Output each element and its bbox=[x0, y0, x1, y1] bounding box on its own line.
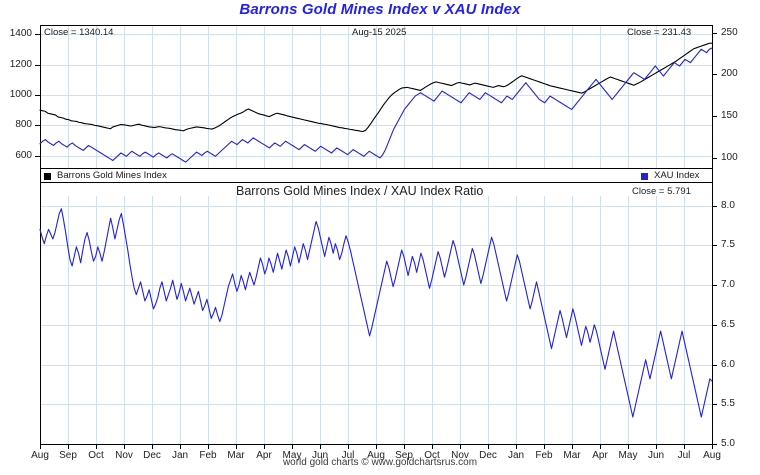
x-axis-tick: Aug bbox=[703, 450, 721, 461]
x-axis-tick: Aug bbox=[31, 450, 49, 461]
top-right-axis-tick: 250 bbox=[721, 26, 738, 38]
left-axis-tick: 1400 bbox=[9, 27, 32, 39]
series-line-barrons bbox=[39, 42, 713, 133]
panel-frames bbox=[39, 24, 714, 446]
left-axis-tick: 1200 bbox=[9, 58, 32, 70]
x-axis-tick: Sep bbox=[395, 450, 413, 461]
x-axis-tick: Oct bbox=[88, 450, 104, 461]
top-right-axis-tick: 200 bbox=[721, 67, 738, 79]
top-panel-gridlines bbox=[40, 25, 713, 168]
top-date-label: Aug-15 2025 bbox=[352, 27, 407, 38]
x-axis-tick: Apr bbox=[256, 450, 272, 461]
legend-swatch-xau bbox=[641, 173, 648, 180]
left-axis-tick: 1000 bbox=[9, 88, 32, 100]
left-axis-tick: 600 bbox=[15, 149, 32, 161]
bottom-right-axis-tick: 6.0 bbox=[721, 358, 735, 370]
bottom-right-axis-tick: 7.5 bbox=[721, 238, 735, 250]
data-series bbox=[39, 42, 713, 418]
x-axis-tick: Jul bbox=[677, 450, 691, 461]
bottom-close-label: Close = 5.791 bbox=[632, 186, 691, 197]
bottom-right-axis-tick: 7.0 bbox=[721, 278, 735, 290]
bottom-right-axis-tick: 8.0 bbox=[721, 199, 735, 211]
x-axis-tick: Mar bbox=[563, 450, 581, 461]
axis-ticks bbox=[35, 33, 717, 449]
x-axis-tick: Dec bbox=[479, 450, 497, 461]
x-axis-tick: May bbox=[282, 450, 302, 461]
page-title: Barrons Gold Mines Index v XAU Index bbox=[239, 1, 521, 18]
x-axis-tick: Jan bbox=[171, 450, 189, 461]
x-axis-tick: Oct bbox=[424, 450, 440, 461]
top-right-axis-tick: 150 bbox=[721, 109, 738, 121]
x-axis-tick: Nov bbox=[115, 450, 133, 461]
x-axis-tick: Feb bbox=[199, 450, 217, 461]
series-line-xau bbox=[39, 47, 713, 163]
legend-label-xau: XAU Index bbox=[654, 170, 700, 181]
x-axis-tick: Mar bbox=[227, 450, 245, 461]
bottom-right-axis-tick: 6.5 bbox=[721, 318, 735, 330]
x-axis-tick: Jul bbox=[341, 450, 355, 461]
legend-label-barrons: Barrons Gold Mines Index bbox=[57, 170, 167, 181]
x-axis-tick: Apr bbox=[592, 450, 608, 461]
bottom-panel-title: Barrons Gold Mines Index / XAU Index Rat… bbox=[236, 184, 484, 198]
top-right-axis-tick: 100 bbox=[721, 151, 738, 163]
x-axis-tick: Feb bbox=[535, 450, 553, 461]
footer-credit: world gold charts © www.goldchartsrus.co… bbox=[282, 457, 478, 468]
legend-swatch-barrons bbox=[44, 173, 51, 180]
top-right-close-label: Close = 231.43 bbox=[627, 27, 692, 38]
bottom-panel-gridlines bbox=[40, 196, 713, 444]
x-axis-tick: Jan bbox=[507, 450, 525, 461]
x-axis-tick: Sep bbox=[59, 450, 77, 461]
bottom-right-axis-tick: 5.0 bbox=[721, 437, 735, 449]
x-axis-tick: Nov bbox=[451, 450, 469, 461]
bottom-right-axis-tick: 5.5 bbox=[721, 397, 735, 409]
x-axis-tick: Jun bbox=[647, 450, 665, 461]
left-axis-tick: 800 bbox=[15, 118, 32, 130]
x-axis-tick: Aug bbox=[367, 450, 385, 461]
x-axis-tick: Jun bbox=[311, 450, 329, 461]
top-left-close-label: Close = 1340.14 bbox=[44, 27, 114, 38]
series-line-ratio bbox=[39, 208, 713, 418]
x-axis-tick: May bbox=[618, 450, 638, 461]
x-axis-tick: Dec bbox=[143, 450, 161, 461]
